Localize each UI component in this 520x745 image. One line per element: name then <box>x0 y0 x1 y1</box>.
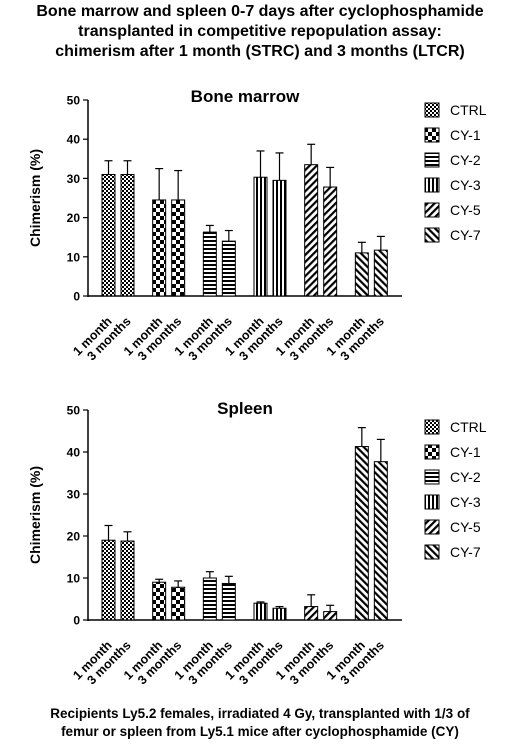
y-tick-label: 40 <box>67 133 81 147</box>
legend-label: CY-3 <box>450 177 481 193</box>
bar <box>373 249 388 297</box>
legend-label: CY-1 <box>450 444 481 460</box>
bar <box>323 611 338 621</box>
bar <box>272 607 287 621</box>
bar <box>120 173 135 297</box>
chart-title: Spleen <box>217 399 273 418</box>
bar <box>373 461 388 621</box>
y-tick-label: 20 <box>67 211 81 225</box>
legend: CTRL CY-1 CY-2 CY-3 CY-5 CY-7 <box>424 102 487 243</box>
y-tick-label: 20 <box>67 530 81 544</box>
bar <box>272 179 287 297</box>
y-axis-label: Chimerism (%) <box>27 149 43 247</box>
bar <box>202 231 217 297</box>
y-tick-label: 0 <box>73 614 80 628</box>
y-tick-label: 50 <box>67 94 81 108</box>
y-tick-label: 40 <box>67 446 81 460</box>
legend-label: CTRL <box>450 102 487 118</box>
legend-label: CY-2 <box>450 469 481 485</box>
bar <box>253 602 268 621</box>
legend-label: CY-3 <box>450 494 481 510</box>
legend-label: CY-7 <box>450 227 481 243</box>
bar <box>101 539 116 621</box>
title-line-2: transplanted in competitive repopulation… <box>78 23 442 40</box>
y-tick-label: 50 <box>67 404 81 418</box>
bar <box>152 581 167 621</box>
bar <box>171 199 186 297</box>
bar <box>152 199 167 297</box>
bar <box>304 606 319 621</box>
legend-swatch <box>424 419 440 435</box>
y-tick-label: 10 <box>67 572 81 586</box>
bar <box>304 164 319 297</box>
legend-label: CY-5 <box>450 519 481 535</box>
legend-swatch <box>424 469 440 485</box>
legend-label: CY-2 <box>450 152 481 168</box>
title-line-3: chimerism after 1 month (STRC) and 3 mon… <box>55 43 465 60</box>
legend-swatch <box>424 494 440 510</box>
bar <box>171 586 186 621</box>
footer-line-1: Recipients Ly5.2 females, irradiated 4 G… <box>50 706 470 721</box>
bar <box>354 252 369 297</box>
legend-label: CTRL <box>450 419 487 435</box>
bar <box>120 540 135 621</box>
bar <box>221 582 236 621</box>
legend-label: CY-7 <box>450 544 481 560</box>
legend-swatch <box>424 127 440 143</box>
bar <box>323 186 338 297</box>
bar <box>221 240 236 297</box>
footer-line-2: femur or spleen from Ly5.1 mice after cy… <box>61 724 459 739</box>
legend-swatch <box>424 519 440 535</box>
y-tick-label: 30 <box>67 172 81 186</box>
legend-swatch <box>424 102 440 118</box>
bar <box>101 173 116 297</box>
chart-title: Bone marrow <box>191 87 300 106</box>
title-line-1: Bone marrow and spleen 0-7 days after cy… <box>36 3 484 20</box>
legend-swatch <box>424 444 440 460</box>
y-tick-label: 10 <box>67 250 81 264</box>
legend-label: CY-1 <box>450 127 481 143</box>
legend-swatch <box>424 177 440 193</box>
y-tick-label: 0 <box>73 290 80 304</box>
legend: CTRL CY-1 CY-2 CY-3 CY-5 CY-7 <box>424 419 487 560</box>
legend-swatch <box>424 202 440 218</box>
legend-swatch <box>424 227 440 243</box>
legend-swatch <box>424 544 440 560</box>
bar <box>354 446 369 621</box>
legend-swatch <box>424 152 440 168</box>
y-tick-label: 30 <box>67 488 81 502</box>
legend-label: CY-5 <box>450 202 481 218</box>
bar <box>253 176 268 297</box>
bar <box>202 577 217 621</box>
y-axis-label: Chimerism (%) <box>27 466 43 564</box>
